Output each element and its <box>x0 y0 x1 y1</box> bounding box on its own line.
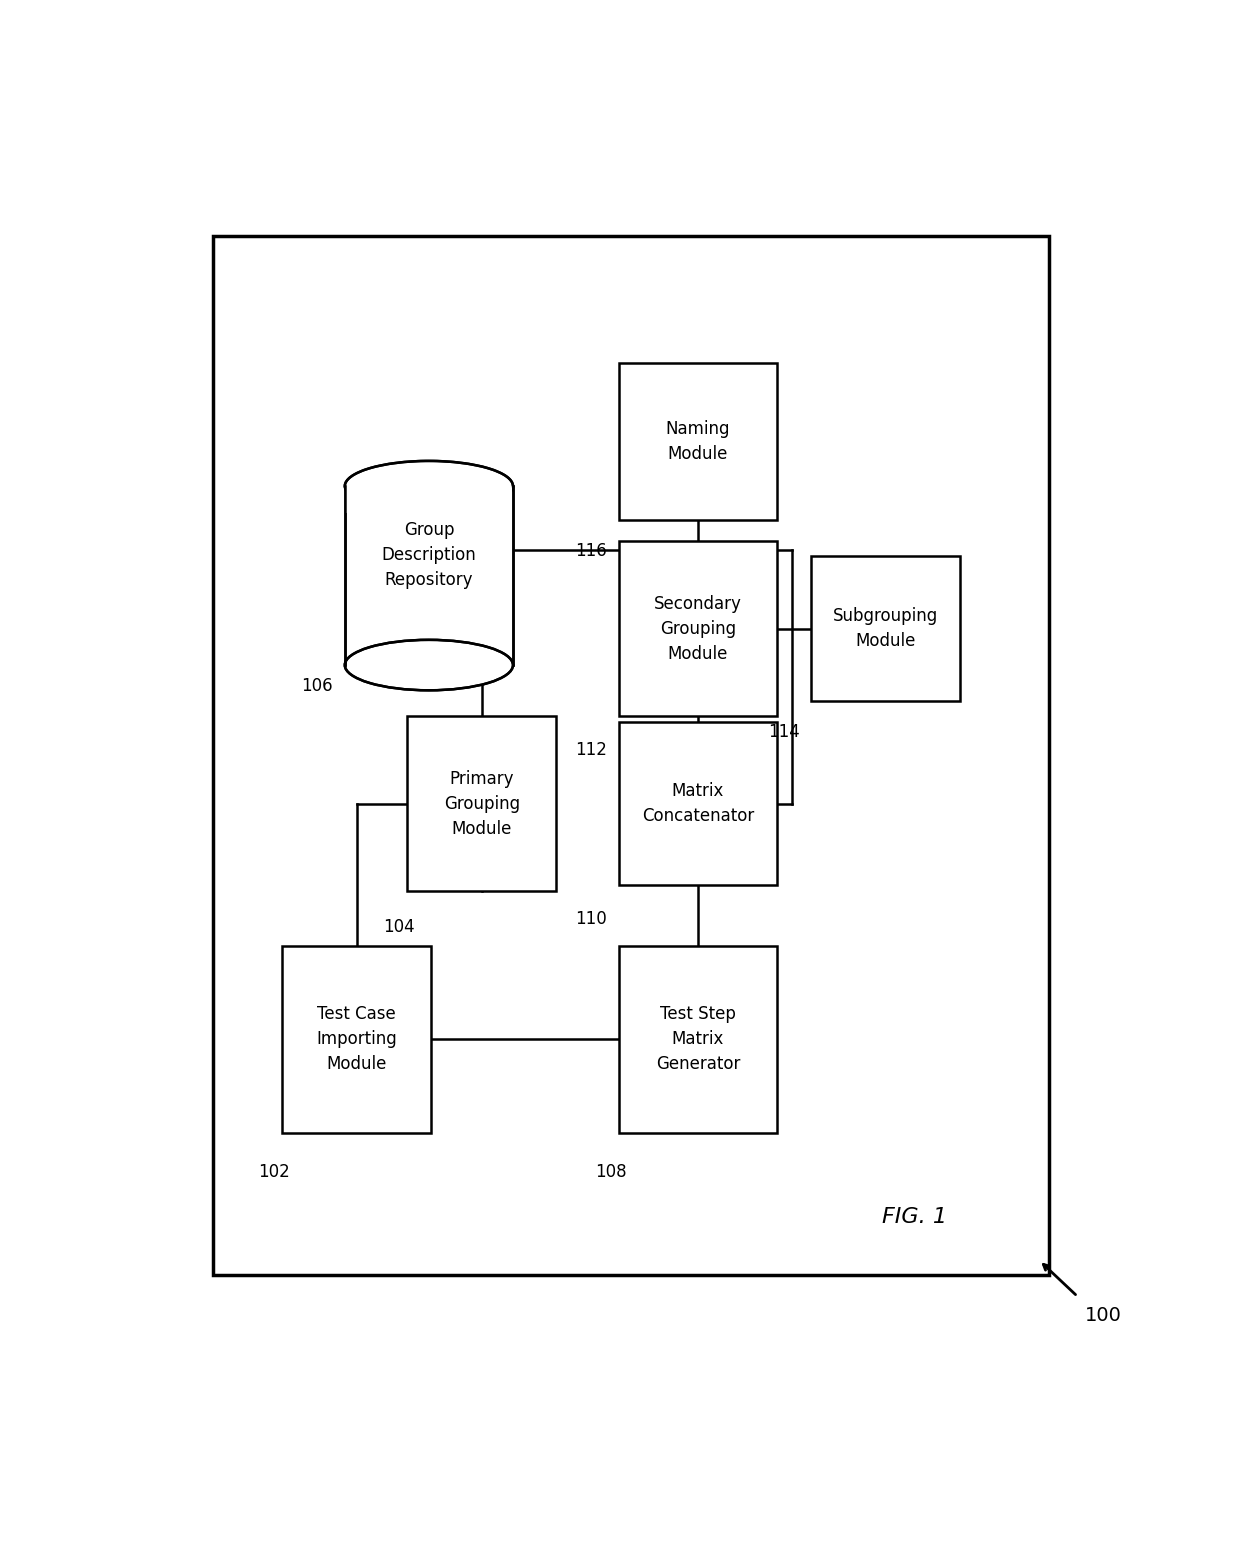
Text: Test Case
Importing
Module: Test Case Importing Module <box>316 1005 397 1074</box>
Text: 116: 116 <box>575 543 608 560</box>
Bar <box>345 486 513 665</box>
Bar <box>811 557 960 701</box>
Bar <box>619 723 777 886</box>
Bar <box>283 946 432 1134</box>
Text: Naming
Module: Naming Module <box>666 420 730 463</box>
Text: 104: 104 <box>383 917 415 936</box>
Text: Test Step
Matrix
Generator: Test Step Matrix Generator <box>656 1005 740 1074</box>
Text: 112: 112 <box>575 740 608 759</box>
Ellipse shape <box>345 640 513 690</box>
Text: Matrix
Concatenator: Matrix Concatenator <box>642 782 754 825</box>
Ellipse shape <box>345 461 513 511</box>
Bar <box>619 946 777 1134</box>
Bar <box>407 717 557 892</box>
Bar <box>213 237 1049 1275</box>
Bar <box>619 541 777 717</box>
Text: Secondary
Grouping
Module: Secondary Grouping Module <box>653 594 742 663</box>
Text: 108: 108 <box>595 1163 626 1181</box>
Text: FIG. 1: FIG. 1 <box>882 1207 946 1226</box>
Text: 102: 102 <box>258 1163 290 1181</box>
Text: 100: 100 <box>1085 1306 1122 1325</box>
Text: Group
Description
Repository: Group Description Repository <box>382 522 476 590</box>
Ellipse shape <box>345 461 513 511</box>
Text: Primary
Grouping
Module: Primary Grouping Module <box>444 770 520 837</box>
Bar <box>619 364 777 521</box>
Text: Subgrouping
Module: Subgrouping Module <box>833 607 937 651</box>
Text: 110: 110 <box>575 909 608 928</box>
Text: 106: 106 <box>301 677 334 695</box>
Text: 114: 114 <box>768 723 800 742</box>
Bar <box>346 486 512 513</box>
